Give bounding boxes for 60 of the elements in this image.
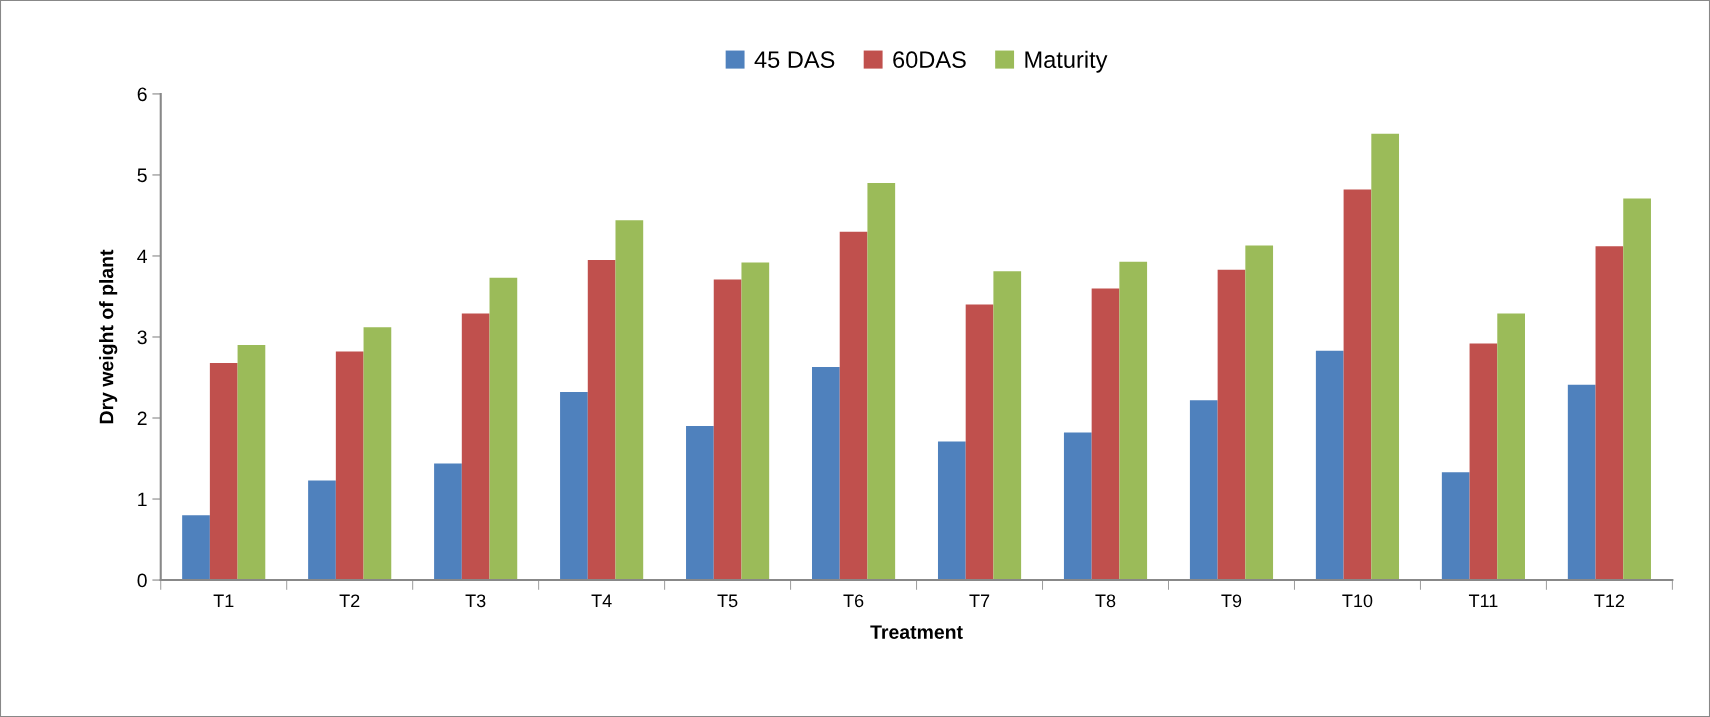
bar (937, 441, 966, 581)
y-tick-label: 6 (137, 87, 147, 102)
bar (1497, 313, 1525, 581)
x-tick-label: T10 (1342, 594, 1373, 608)
legend-label: Maturity (1025, 50, 1108, 73)
x-tick-label: T7 (969, 594, 990, 608)
x-tick-label: T9 (1221, 594, 1242, 608)
bar (1119, 261, 1148, 581)
bar (489, 277, 518, 581)
x-tick-label: T6 (843, 594, 864, 608)
bar (1217, 269, 1246, 581)
y-tick-label: 5 (137, 168, 147, 183)
x-tick-label: T8 (1095, 594, 1116, 608)
bar (741, 262, 770, 581)
bar (1441, 472, 1470, 581)
bar (434, 463, 462, 581)
legend-label: 45 DAS (754, 51, 835, 69)
bar (839, 231, 868, 581)
x-tick-label: T11 (1468, 594, 1498, 608)
y-tick-label: 4 (137, 249, 147, 264)
bar (1343, 189, 1372, 581)
bar (1623, 198, 1651, 581)
y-tick-label: 3 (137, 330, 147, 345)
x-tick-label: T12 (1594, 594, 1625, 608)
y-axis-title: Dry weight of plant (99, 249, 118, 424)
x-tick-label: T3 (465, 594, 486, 608)
bar (363, 327, 392, 581)
x-axis-title: Treatment (870, 625, 963, 639)
y-tick-label: 2 (137, 411, 147, 426)
bar (1469, 343, 1498, 581)
x-tick-label: T2 (339, 594, 360, 608)
bar (1245, 245, 1274, 581)
y-tick-label: 1 (138, 492, 147, 507)
bar (1567, 384, 1596, 581)
bar (1091, 288, 1120, 581)
bar (560, 392, 588, 581)
bar (1315, 350, 1344, 581)
bar (587, 260, 616, 581)
legend-label: 60DAS (893, 51, 966, 69)
bar (812, 366, 840, 581)
bar (686, 426, 714, 581)
x-tick-label: T1 (213, 594, 234, 608)
bar (993, 271, 1022, 581)
bar (1189, 400, 1218, 581)
bar (1371, 133, 1400, 581)
bar (713, 279, 742, 581)
bar (237, 345, 266, 581)
x-tick-label: T5 (717, 594, 738, 608)
bar (1595, 246, 1624, 581)
bar (209, 362, 238, 581)
bar (182, 515, 210, 581)
bar (308, 480, 336, 581)
bar (615, 220, 644, 581)
bar (965, 304, 994, 581)
x-tick-label: T4 (591, 594, 612, 608)
bar (867, 183, 896, 581)
y-tick-label: 0 (137, 573, 147, 588)
bar (461, 313, 490, 581)
bar (1063, 432, 1092, 581)
bar (335, 351, 364, 581)
